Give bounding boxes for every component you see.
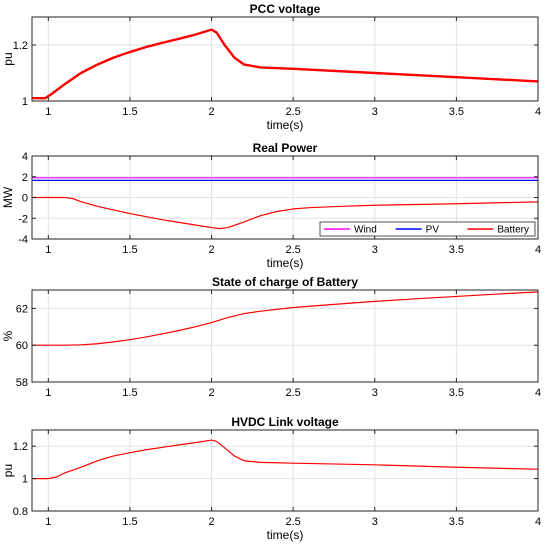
chart-2-y-axis-label: MW: [1, 186, 15, 208]
chart-3-x-tick-label-4: 2.5: [286, 387, 301, 399]
chart-4-axes-box: [31, 429, 539, 512]
chart-1-x-tick-label-1: 1: [45, 106, 51, 118]
chart-4-plot-area: [32, 430, 538, 511]
chart-3-x-tick-label-7: 4: [535, 387, 541, 399]
chart-3-y-tick-label-3: 62: [16, 303, 28, 315]
chart-4-title: HVDC Link voltage: [231, 415, 339, 429]
chart-3-x-tick-label-5: 3: [372, 387, 378, 399]
chart-4-x-axis-label: time(s): [267, 528, 304, 542]
chart-2-y-tick-label-5: 4: [22, 151, 28, 163]
chart-2-x-tick-label-6: 3.5: [449, 244, 464, 256]
chart-3-title: State of charge of Battery: [212, 275, 358, 289]
chart-2-y-tick-label-4: 2: [22, 172, 28, 184]
chart-3-x-tick-label-6: 3.5: [449, 387, 464, 399]
chart-3-x-tick-label-1: 1: [45, 387, 51, 399]
chart-3-panel: 1 1.5 2 2.5 3 3.5 4 58 60 62 State of charge of Ba…: [1, 275, 541, 399]
chart-1-axes-box: [31, 16, 539, 102]
chart-1-x-tick-label-3: 2: [208, 106, 214, 118]
chart-2-x-tick-label-3: 2: [208, 244, 214, 256]
chart-4-series-1-line: [32, 439, 538, 480]
chart-4-x-tick-label-3: 2: [208, 516, 214, 528]
chart-2-legend-wind-label: Wind: [354, 225, 377, 236]
chart-4-x-tick-label-5: 3: [372, 516, 378, 528]
chart-3-y-tick-label-1: 58: [16, 377, 28, 389]
chart-4-panel: 1 1.5 2 2.5 3 3.5 4 0.8 1 1.2 HVDC Link voltage tim…: [1, 415, 541, 542]
chart-1-x-tick-label-5: 3: [372, 106, 378, 118]
chart-3-x-tick-label-2: 1.5: [122, 387, 137, 399]
chart-1-x-tick-label-7: 4: [535, 106, 541, 118]
chart-1-y-tick-label-1: 1: [22, 96, 28, 108]
chart-4-y-tick-label-2: 1: [22, 474, 28, 486]
chart-1-x-tick-label-4: 2.5: [286, 106, 301, 118]
chart-1-panel: 1 1.5 2 2.5 3 3.5 4 1 1.2 PCC voltage time(s) pu: [1, 2, 541, 132]
chart-1-series-1-line: [32, 28, 538, 100]
chart-2-title: Real Power: [253, 141, 318, 155]
chart-1-y-tick-label-2: 1.2: [13, 40, 28, 52]
chart-2-legend-pv-label: PV: [426, 225, 440, 236]
chart-3-x-tick-label-3: 2: [208, 387, 214, 399]
chart-3-series-1-line: [32, 291, 538, 346]
chart-4-x-tick-label-1: 1: [45, 516, 51, 528]
chart-3-axes-box: [31, 289, 539, 383]
chart-2-x-tick-label-4: 2.5: [286, 244, 301, 256]
chart-2-panel: 1 1.5 2 2.5 3 3.5 4 -4 -2 0 2 4 Real Power time(s) MW W…: [1, 141, 541, 270]
chart-2-y-tick-label-3: 0: [22, 193, 28, 205]
chart-2-y-tick-label-1: -4: [18, 234, 28, 246]
chart-1-y-axis-label: pu: [1, 52, 15, 65]
chart-1-x-axis-label: time(s): [267, 118, 304, 132]
chart-4-x-tick-label-4: 2.5: [286, 516, 301, 528]
chart-2-x-tick-label-7: 4: [535, 244, 541, 256]
chart-1-x-tick-label-2: 1.5: [122, 106, 137, 118]
chart-2-legend-battery-label: Battery: [497, 225, 529, 236]
chart-4-x-tick-label-6: 3.5: [449, 516, 464, 528]
chart-3-y-tick-label-2: 60: [16, 340, 28, 352]
chart-4-y-tick-label-3: 1.2: [13, 441, 28, 453]
chart-4-y-axis-label: pu: [1, 464, 15, 477]
chart-3-plot-area: [32, 290, 538, 382]
chart-4-x-tick-label-7: 4: [535, 516, 541, 528]
chart-1-x-tick-label-6: 3.5: [449, 106, 464, 118]
chart-4-x-tick-label-2: 1.5: [122, 516, 137, 528]
chart-2-legend: Wind PV Battery: [319, 221, 536, 237]
chart-2-series-battery-line: [32, 196, 538, 230]
chart-4-y-tick-label-1: 0.8: [13, 506, 28, 518]
chart-2-x-tick-label-1: 1: [45, 244, 51, 256]
chart-1-plot-area: [32, 17, 538, 101]
chart-3-y-axis-label: %: [1, 330, 15, 341]
chart-2-legend-box: [319, 221, 536, 237]
chart-2-y-tick-label-2: -2: [18, 213, 28, 225]
chart-2-x-axis-label: time(s): [267, 256, 304, 270]
chart-2-x-tick-label-5: 3: [372, 244, 378, 256]
chart-2-x-tick-label-2: 1.5: [122, 244, 137, 256]
chart-1-title: PCC voltage: [250, 2, 321, 16]
